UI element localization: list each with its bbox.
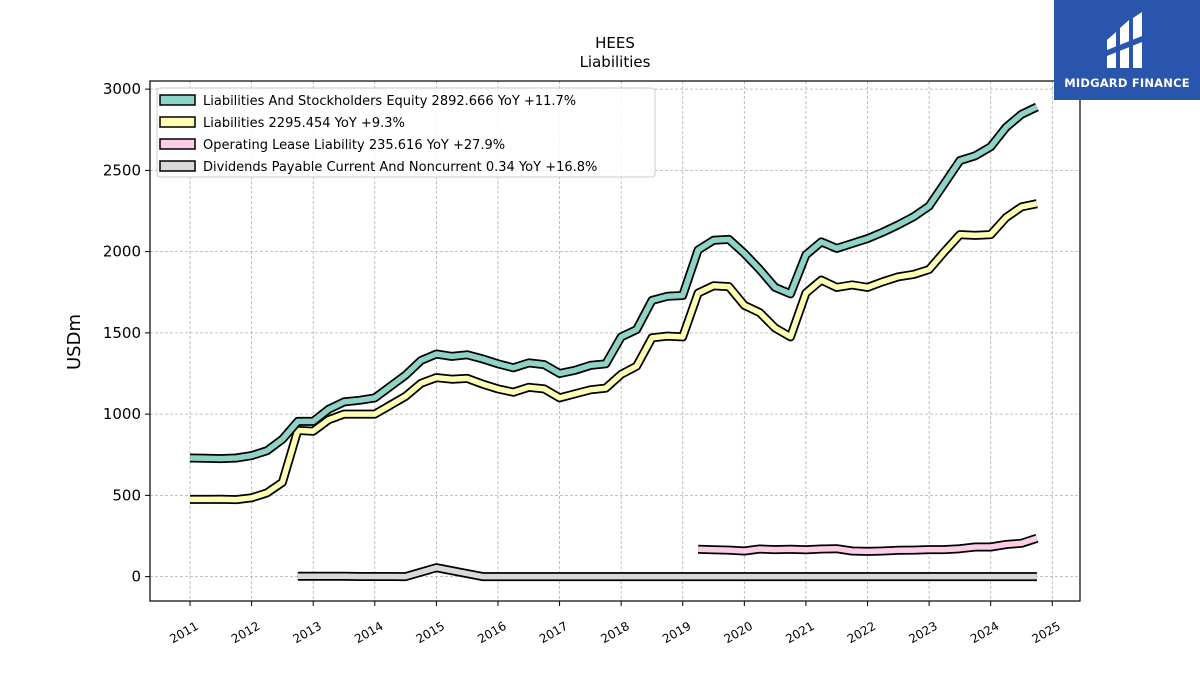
y-tick-label: 2500 [103, 161, 141, 179]
y-tick-label: 500 [112, 486, 141, 504]
series-lines [189, 102, 1039, 582]
x-tick-label: 2013 [290, 619, 323, 646]
x-tick-label: 2016 [475, 619, 508, 646]
x-tick-label: 2022 [845, 619, 878, 646]
brand-name: MIDGARD FINANCE [1064, 76, 1190, 90]
legend-swatch [159, 138, 196, 150]
chart-subtitle: Liabilities [580, 53, 651, 71]
legend-box [156, 87, 656, 178]
x-tick-label: 2018 [598, 619, 631, 646]
x-tick-label: 2015 [414, 619, 447, 646]
legend-swatch [159, 94, 196, 106]
x-tick-label: 2017 [537, 619, 570, 646]
x-tick-label: 2025 [1030, 619, 1063, 646]
x-tick-label: 2024 [968, 619, 1001, 646]
midgard-logo-icon [1107, 12, 1142, 68]
y-tick-label: 0 [131, 568, 141, 586]
series-line-operating-lease-liability [698, 535, 1038, 555]
chart-title: HEES [595, 34, 635, 52]
x-tick-label: 2021 [783, 619, 816, 646]
x-tick-label: 2014 [352, 619, 385, 646]
x-tick-label: 2011 [167, 619, 200, 646]
legend-swatch [159, 116, 196, 128]
y-tick-label: 1500 [103, 324, 141, 342]
brand-logo: MIDGARD FINANCE [1054, 0, 1200, 100]
legend: Liabilities And Stockholders Equity 2892… [156, 87, 656, 178]
plot-frame [149, 80, 1081, 602]
x-tick-label: 2023 [906, 619, 939, 646]
y-tick-label: 1000 [103, 405, 141, 423]
legend-label: Liabilities 2295.454 YoY +9.3% [203, 116, 405, 131]
x-tick-label: 2019 [660, 619, 693, 646]
y-tick-label: 3000 [103, 80, 141, 98]
legend-label: Liabilities And Stockholders Equity 2892… [203, 94, 576, 109]
series-line-dividends-payable-current-and-noncurrent [297, 564, 1037, 580]
series-line-liabilities-and-stockholders-equity [189, 104, 1039, 462]
legend-label: Operating Lease Liability 235.616 YoY +2… [203, 138, 505, 153]
x-tick-label: 2020 [722, 619, 755, 646]
legend-label: Dividends Payable Current And Noncurrent… [203, 160, 597, 175]
legend-swatch [159, 160, 196, 172]
y-axis-label: USDm [64, 314, 85, 370]
series-line-liabilities [190, 201, 1038, 503]
y-tick-label: 2000 [103, 243, 141, 261]
x-tick-label: 2012 [229, 619, 262, 646]
